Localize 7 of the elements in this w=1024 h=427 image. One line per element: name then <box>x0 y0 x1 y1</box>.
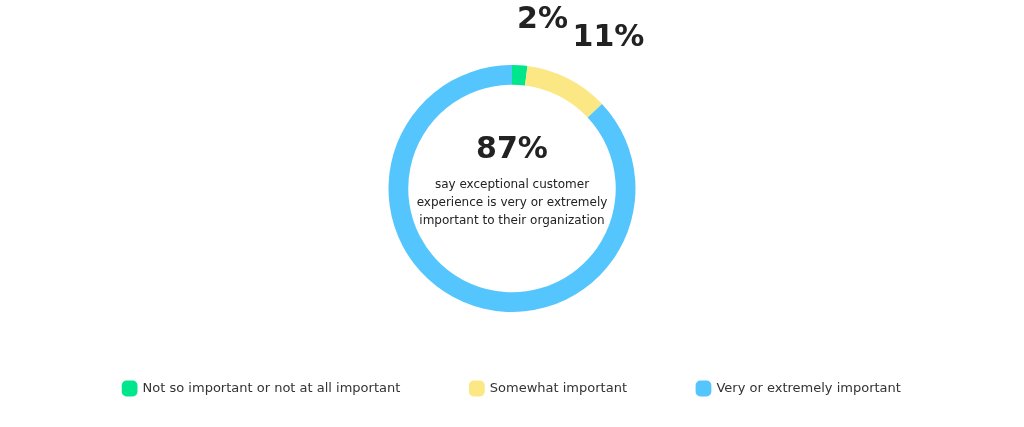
data-label: 2% <box>517 0 569 36</box>
legend-label: Not so important or not at all important <box>142 379 401 395</box>
legend-label: Very or extremely important <box>716 379 901 395</box>
data-label: 11% <box>572 18 645 54</box>
data-label: 87% <box>476 130 548 166</box>
legend-label: Somewhat important <box>489 379 627 395</box>
text: say exceptional customer experience is very or extremely important to their organization <box>416 176 608 227</box>
